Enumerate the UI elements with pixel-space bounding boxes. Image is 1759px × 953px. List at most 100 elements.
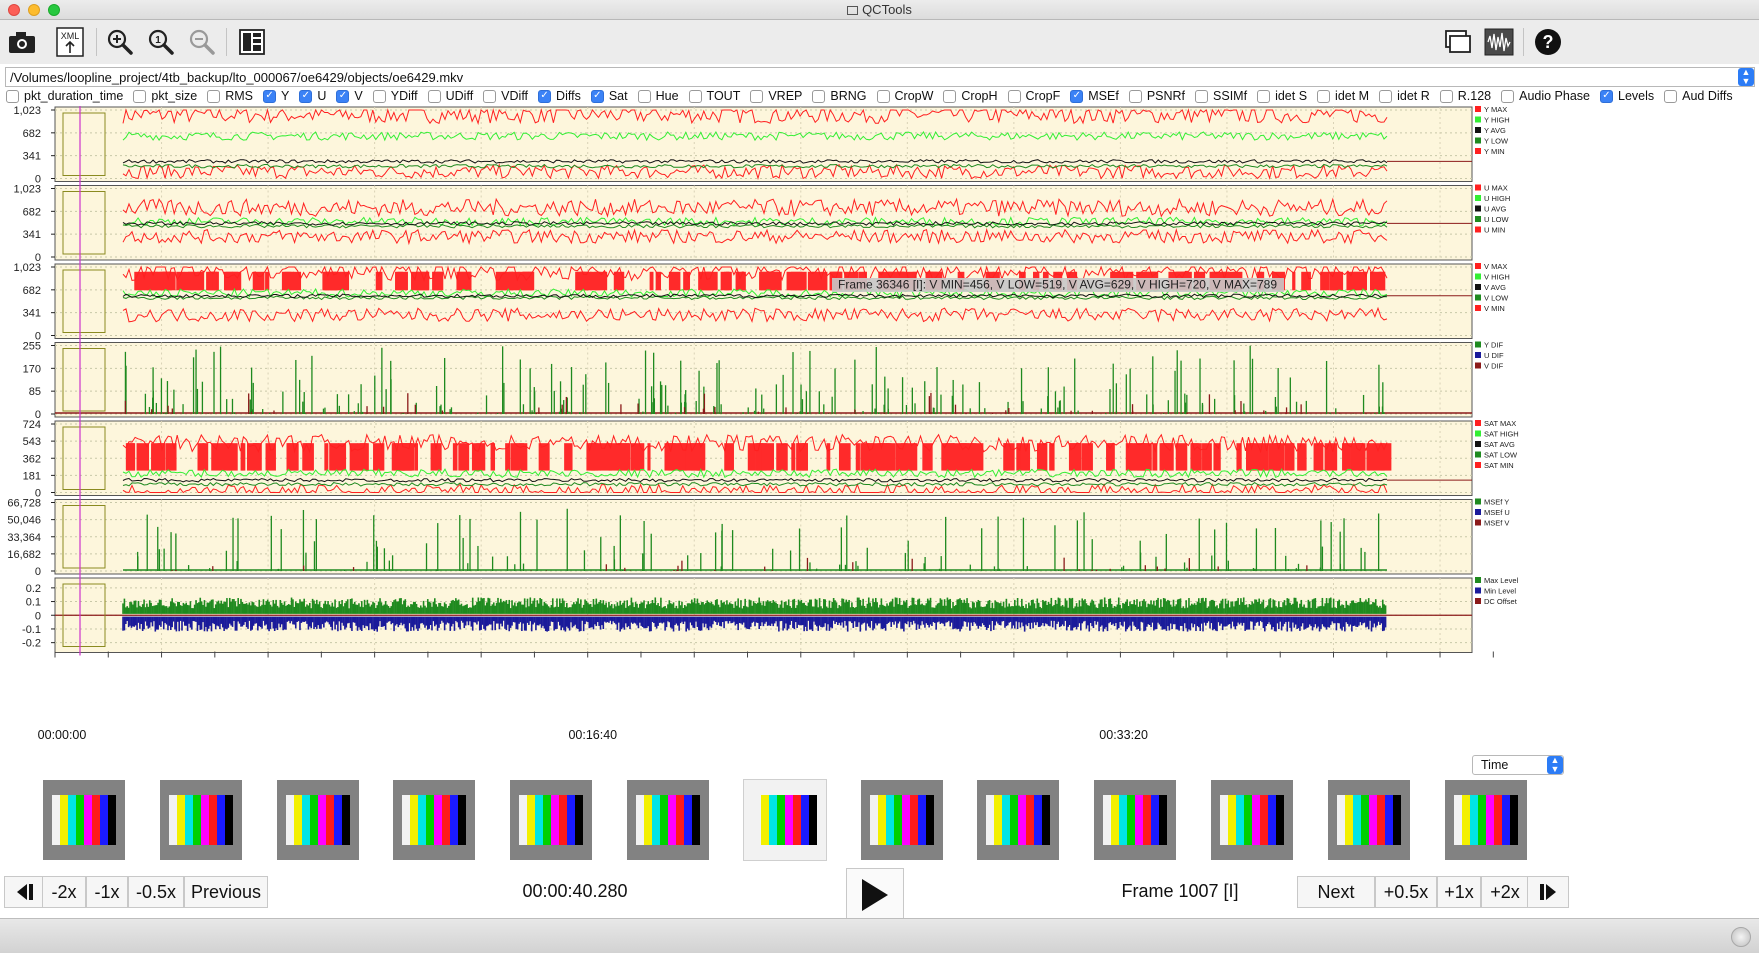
filter-hue[interactable]: Hue <box>637 89 679 103</box>
checkbox[interactable] <box>372 89 386 103</box>
checkbox[interactable]: ✓ <box>336 89 350 103</box>
filter-idet-r[interactable]: idet R <box>1379 89 1430 103</box>
filter-r-128[interactable]: R.128 <box>1439 89 1491 103</box>
previous-frame-button[interactable]: Previous <box>184 876 268 908</box>
checkbox[interactable]: ✓ <box>538 89 552 103</box>
checkbox[interactable] <box>812 89 826 103</box>
checkbox[interactable] <box>876 89 890 103</box>
filter-pkt-duration-time[interactable]: pkt_duration_time <box>6 89 123 103</box>
export-xml-button[interactable]: XML <box>52 24 88 60</box>
checkbox[interactable] <box>133 89 147 103</box>
checkbox[interactable] <box>1257 89 1271 103</box>
checkbox[interactable] <box>637 89 651 103</box>
filter-cropf[interactable]: CropF <box>1007 89 1060 103</box>
close-window-button[interactable] <box>8 4 20 16</box>
checkbox[interactable] <box>943 89 957 103</box>
help-button[interactable]: ? <box>1530 24 1566 60</box>
open-file-button[interactable] <box>4 24 40 60</box>
frame-thumbnail[interactable] <box>393 780 476 860</box>
waveform-button[interactable] <box>1481 24 1517 60</box>
step-forward-button[interactable] <box>1527 876 1569 908</box>
checkbox[interactable] <box>1128 89 1142 103</box>
checkbox[interactable] <box>750 89 764 103</box>
frame-thumbnail[interactable] <box>977 780 1060 860</box>
filter-croph[interactable]: CropH <box>943 89 998 103</box>
filter-aud-diffs[interactable]: Aud Diffs <box>1664 89 1733 103</box>
filter-diffs[interactable]: ✓ Diffs <box>538 89 581 103</box>
checkbox[interactable]: ✓ <box>263 89 277 103</box>
checkbox[interactable] <box>1379 89 1393 103</box>
speed-minus-1x-button[interactable]: -1x <box>86 876 128 908</box>
filter-sat[interactable]: ✓ Sat <box>590 89 628 103</box>
filter-cropw[interactable]: CropW <box>876 89 933 103</box>
filter-brng[interactable]: BRNG <box>812 89 867 103</box>
minimize-window-button[interactable] <box>28 4 40 16</box>
checkbox[interactable] <box>1501 89 1515 103</box>
filter-u[interactable]: ✓ U <box>299 89 326 103</box>
graph-plot-area[interactable] <box>54 499 1473 575</box>
layout-button[interactable] <box>234 24 270 60</box>
filter-ssimf[interactable]: SSIMf <box>1195 89 1247 103</box>
frame-thumbnail[interactable] <box>1444 780 1527 860</box>
filter-vdiff[interactable]: VDiff <box>483 89 528 103</box>
frame-thumbnail[interactable] <box>159 780 242 860</box>
filter-v[interactable]: ✓ V <box>336 89 363 103</box>
checkbox[interactable]: ✓ <box>590 89 604 103</box>
filter-y[interactable]: ✓ Y <box>263 89 289 103</box>
filter-ydiff[interactable]: YDiff <box>372 89 418 103</box>
checkbox[interactable] <box>1439 89 1453 103</box>
play-button[interactable] <box>846 868 904 922</box>
filter-audio-phase[interactable]: Audio Phase <box>1501 89 1590 103</box>
graph-plot-area[interactable] <box>54 106 1473 182</box>
filter-vrep[interactable]: VREP <box>750 89 802 103</box>
x-axis-unit-select[interactable]: Time ▲ ▼ <box>1472 755 1564 775</box>
checkbox[interactable] <box>1317 89 1331 103</box>
checkbox[interactable] <box>6 89 19 103</box>
frame-thumbnail[interactable] <box>1211 780 1293 860</box>
speed-minus-2x-button[interactable]: -2x <box>42 876 86 908</box>
filter-rms[interactable]: RMS <box>207 89 253 103</box>
filter-levels[interactable]: ✓ Levels <box>1600 89 1654 103</box>
zoom-in-button[interactable] <box>102 24 138 60</box>
checkbox[interactable]: ✓ <box>1600 89 1613 103</box>
step-backward-button[interactable] <box>4 876 46 908</box>
checkbox[interactable]: ✓ <box>299 89 313 103</box>
frame-thumbnail[interactable] <box>860 780 943 860</box>
checkbox[interactable] <box>483 89 497 103</box>
frame-thumbnail[interactable] <box>742 779 827 861</box>
checkbox[interactable] <box>688 89 702 103</box>
filter-idet-m[interactable]: idet M <box>1317 89 1369 103</box>
windows-button[interactable] <box>1440 24 1476 60</box>
checkbox[interactable] <box>1664 89 1678 103</box>
speed-plus-1x-button[interactable]: +1x <box>1437 876 1481 908</box>
filter-udiff[interactable]: UDiff <box>427 89 473 103</box>
frame-thumbnail[interactable] <box>627 780 709 860</box>
frame-thumbnail[interactable] <box>1094 780 1177 860</box>
graph-plot-area[interactable] <box>54 185 1473 261</box>
frame-thumbnail[interactable] <box>1327 780 1410 860</box>
filter-msef[interactable]: ✓ MSEf <box>1070 89 1119 103</box>
filter-pkt-size[interactable]: pkt_size <box>133 89 197 103</box>
checkbox[interactable] <box>1007 89 1021 103</box>
resize-grip-icon[interactable] <box>1731 927 1751 947</box>
checkbox[interactable] <box>427 89 441 103</box>
speed-minus-0-5x-button[interactable]: -0.5x <box>128 876 184 908</box>
filter-idet-s[interactable]: idet S <box>1257 89 1307 103</box>
filter-tout[interactable]: TOUT <box>688 89 740 103</box>
file-path-select[interactable]: /Volumes/loopline_project/4tb_backup/lto… <box>5 67 1755 87</box>
maximize-window-button[interactable] <box>48 4 60 16</box>
checkbox[interactable]: ✓ <box>1070 89 1084 103</box>
zoom-reset-button[interactable]: 1 <box>143 24 179 60</box>
graph-plot-area[interactable] <box>54 342 1473 418</box>
checkbox[interactable] <box>1195 89 1209 103</box>
frame-thumbnail[interactable] <box>43 780 125 860</box>
frame-thumbnail[interactable] <box>276 780 359 860</box>
next-frame-button[interactable]: Next <box>1297 876 1375 908</box>
